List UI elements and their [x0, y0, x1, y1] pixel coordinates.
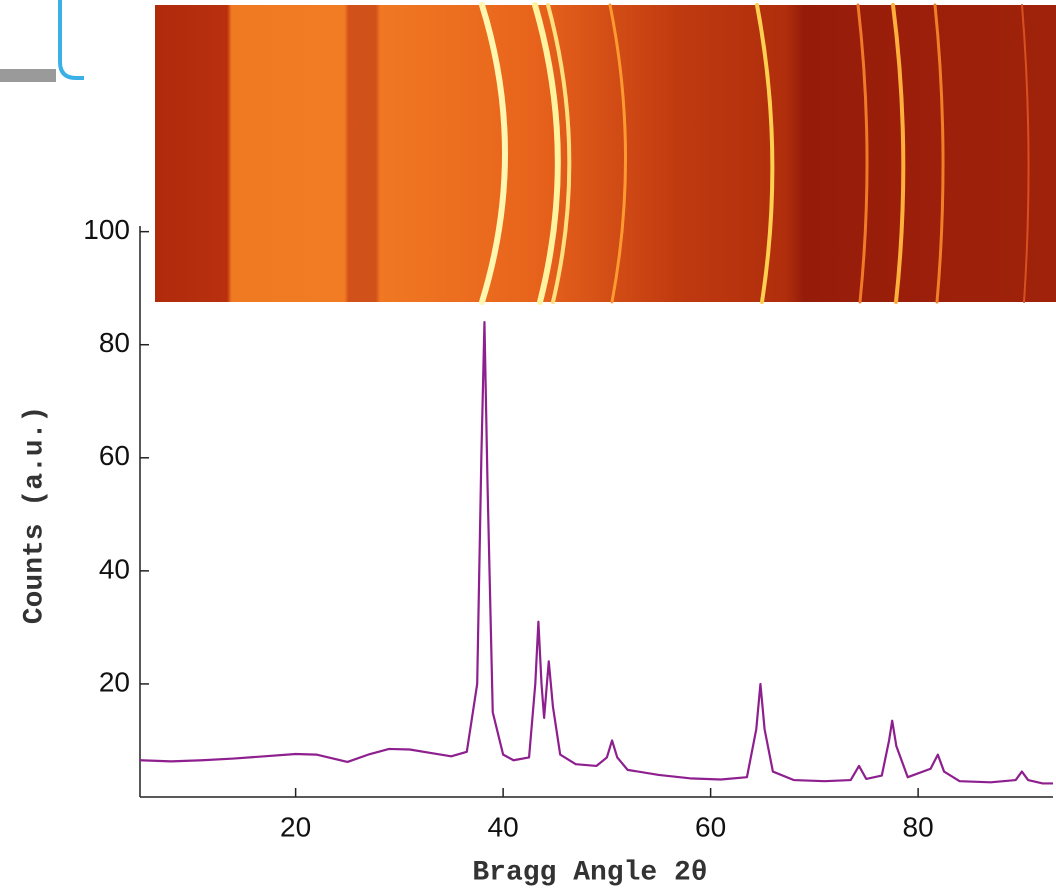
y-tick-label: 100 [83, 214, 130, 245]
diffraction-image [155, 2, 1056, 305]
y-tick-label: 40 [99, 553, 130, 584]
data-line [139, 321, 1053, 785]
x-tick-label: 40 [488, 811, 519, 842]
x-axis-title: Bragg Angle 2θ [472, 857, 707, 888]
y-tick-label: 60 [99, 440, 130, 471]
bracket [58, 0, 84, 80]
x-tick-label: 60 [695, 811, 726, 842]
y-tick-label: 80 [99, 327, 130, 358]
x-tick-label: 20 [280, 811, 311, 842]
x-tick-label: 80 [903, 811, 934, 842]
gray-bar [0, 69, 56, 82]
y-axis-title: Counts (a.u.) [19, 406, 50, 624]
y-tick-label: 20 [99, 666, 130, 697]
